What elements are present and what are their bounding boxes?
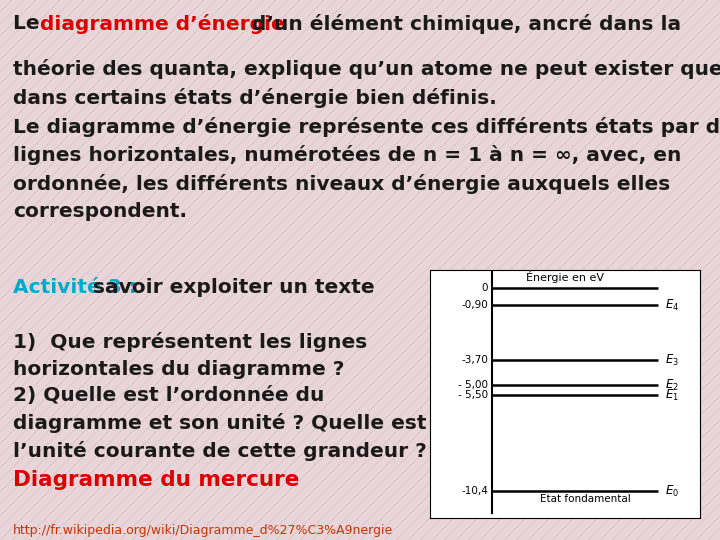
- Text: d’un élément chimique, ancré dans la: d’un élément chimique, ancré dans la: [245, 14, 681, 34]
- Text: $E_{2}$: $E_{2}$: [665, 378, 678, 393]
- Text: $E_{4}$: $E_{4}$: [665, 298, 679, 313]
- Text: Énergie en eV: Énergie en eV: [526, 271, 604, 283]
- Text: Etat fondamental: Etat fondamental: [540, 494, 631, 504]
- Text: théorie des quanta, explique qu’un atome ne peut exister que
dans certains états: théorie des quanta, explique qu’un atome…: [13, 59, 720, 221]
- Text: http://fr.wikipedia.org/wiki/Diagramme_d%27%C3%A9nergie: http://fr.wikipedia.org/wiki/Diagramme_d…: [13, 524, 393, 537]
- Text: diagramme d’énergie: diagramme d’énergie: [40, 14, 284, 34]
- Text: -0,90: -0,90: [462, 300, 488, 310]
- Text: $E_{1}$: $E_{1}$: [665, 388, 678, 403]
- Text: $E_{0}$: $E_{0}$: [665, 483, 678, 498]
- Text: -10,4: -10,4: [461, 486, 488, 496]
- Text: Le: Le: [13, 14, 47, 33]
- Text: - 5,00: - 5,00: [458, 380, 488, 390]
- Text: Activité 3 :: Activité 3 :: [13, 278, 137, 297]
- Text: - 5,50: - 5,50: [458, 390, 488, 400]
- Text: Diagramme du mercure: Diagramme du mercure: [13, 470, 300, 490]
- Text: savoir exploiter un texte: savoir exploiter un texte: [86, 278, 375, 297]
- Text: $E_{3}$: $E_{3}$: [665, 353, 678, 368]
- Text: -3,70: -3,70: [461, 355, 488, 365]
- Text: 1)  Que représentent les lignes
horizontales du diagramme ?
2) Quelle est l’ordo: 1) Que représentent les lignes horizonta…: [13, 332, 427, 461]
- Text: 0: 0: [482, 282, 488, 293]
